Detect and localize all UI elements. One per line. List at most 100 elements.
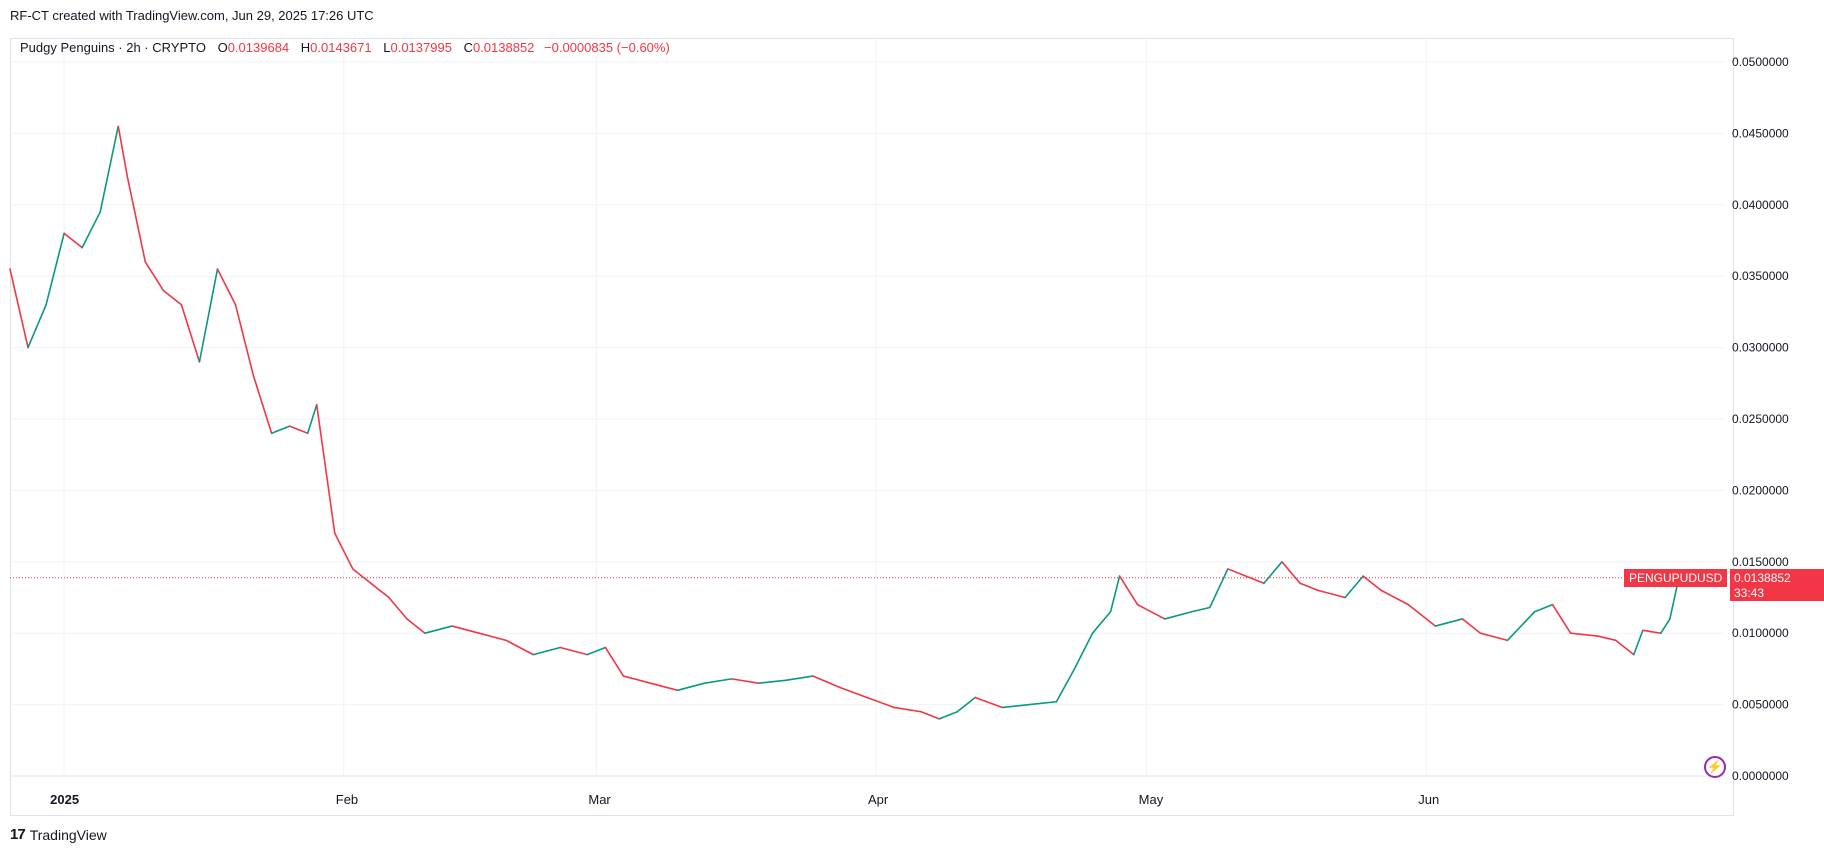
price-segment (198, 268, 219, 363)
price-segment (649, 682, 679, 692)
price-segment (144, 261, 165, 292)
price-segment (920, 710, 940, 720)
y-tick-label: 0.0350000 (1732, 269, 1789, 283)
price-segment (1434, 618, 1464, 627)
price-segment (1533, 603, 1554, 613)
change-value: −0.0000835 (−0.60%) (544, 40, 670, 55)
price-segment (288, 425, 309, 435)
price-segment (1163, 610, 1193, 620)
price-segment (974, 696, 1004, 709)
x-tick-label: Apr (868, 792, 889, 807)
price-segment (270, 425, 291, 435)
x-tick-label: Feb (336, 792, 358, 807)
price-segment (370, 582, 390, 599)
symbol-line: Pudgy Penguins · 2h · CRYPTO (20, 40, 206, 55)
open-value: 0.0139684 (227, 40, 290, 55)
price-segment (812, 675, 841, 689)
x-tick-label: Mar (588, 792, 611, 807)
low-value: 0.0137995 (390, 40, 452, 55)
price-segment (676, 682, 706, 692)
price-segment (956, 696, 977, 713)
chart-frame (10, 38, 1734, 816)
price-segment (785, 675, 814, 682)
price-segment (1596, 635, 1617, 642)
tradingview-mark-icon: 17 (10, 826, 26, 843)
price-segment (99, 125, 120, 213)
price-segment (1569, 632, 1599, 637)
price-segment (938, 710, 959, 720)
price-segment (252, 375, 273, 435)
price-segment (1001, 703, 1031, 709)
price-segment (730, 678, 760, 684)
y-tick-label: 0.0200000 (1732, 483, 1789, 497)
price-segment (1614, 639, 1635, 656)
price-segment (1632, 629, 1644, 656)
price-segment (45, 232, 65, 306)
price-segment (586, 646, 607, 656)
price-segment (351, 568, 372, 585)
price-segment (1136, 603, 1166, 620)
price-segment (1055, 668, 1076, 703)
price-segment (1479, 632, 1509, 642)
price-segment (234, 303, 255, 377)
x-tick-label: Jun (1418, 792, 1439, 807)
price-segment (162, 289, 183, 306)
price-segment (1118, 575, 1139, 606)
price-segment (1028, 700, 1058, 706)
price-segment (126, 175, 147, 263)
price-segment (604, 646, 625, 677)
price-segment (622, 675, 652, 684)
price-segment (333, 532, 354, 570)
price-segment (1506, 610, 1536, 642)
price-segment (1380, 589, 1410, 606)
price-segment (1281, 560, 1301, 585)
attribution-text: RF-CT created with TradingView.com, Jun … (10, 8, 374, 23)
price-segment (27, 303, 47, 349)
x-tick-label: May (1139, 792, 1164, 807)
x-tick-label: 2025 (50, 792, 79, 807)
price-segment (1642, 629, 1662, 635)
price-segment (1344, 575, 1364, 599)
price-segment (1091, 610, 1112, 635)
price-segment (9, 268, 29, 349)
price-segment (1073, 632, 1094, 670)
symbol-price-tag: PENGUPUDUSD (1624, 569, 1728, 587)
close-label: C (463, 40, 473, 55)
price-segment (1245, 575, 1265, 585)
price-segment (388, 596, 408, 620)
price-segment (532, 646, 562, 656)
y-tick-label: 0.0050000 (1732, 698, 1789, 712)
countdown-value: 33:43 (1734, 586, 1765, 600)
tradingview-logo[interactable]: 17 TradingView (10, 826, 107, 843)
lightning-bolt-icon[interactable]: ⚡ (1704, 756, 1726, 778)
price-segment (1362, 575, 1382, 592)
last-price-tag: 0.0138852 33:43 (1730, 569, 1824, 601)
high-value: 0.0143671 (310, 40, 372, 55)
price-segment (451, 625, 480, 635)
price-segment (63, 232, 83, 249)
high-label: H (300, 40, 311, 55)
price-segment (893, 706, 922, 713)
low-label: L (383, 40, 391, 55)
price-segment (1190, 606, 1211, 613)
price-segment (1299, 582, 1319, 592)
price-segment (1660, 618, 1671, 635)
price-segment (1227, 568, 1247, 577)
price-segment (866, 696, 895, 709)
price-segment (559, 646, 589, 656)
ohlc-legend: Pudgy Penguins · 2h · CRYPTO O0.0139684 … (20, 40, 670, 55)
y-tick-label: 0.0150000 (1732, 555, 1789, 569)
y-tick-label: 0.0300000 (1732, 341, 1789, 355)
tradingview-logo-text: TradingView (29, 826, 107, 843)
price-segment (81, 211, 102, 249)
y-tick-label: 0.0100000 (1732, 626, 1789, 640)
open-label: O (217, 40, 228, 55)
price-segment (1407, 603, 1437, 627)
price-segment (117, 125, 129, 178)
y-tick-label: 0.0500000 (1732, 55, 1789, 69)
price-segment (306, 403, 318, 435)
price-segment (478, 632, 507, 642)
price-segment (1209, 568, 1229, 609)
price-segment (216, 268, 237, 306)
